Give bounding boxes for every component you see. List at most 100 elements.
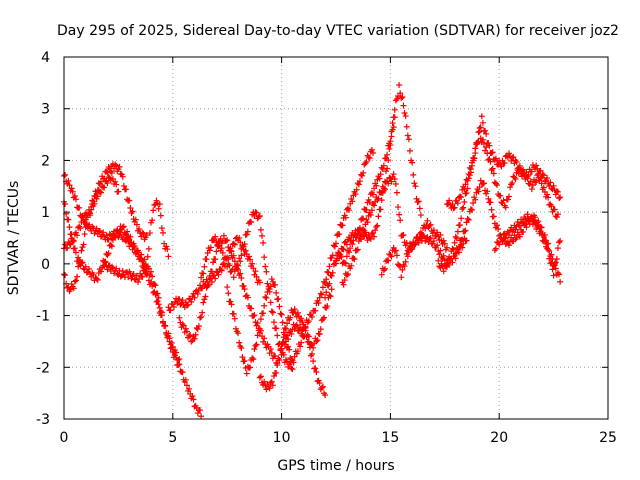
data-point: [390, 114, 397, 121]
series-track-h: [198, 209, 296, 373]
data-point: [458, 215, 465, 222]
data-point: [548, 203, 555, 210]
data-point: [544, 175, 551, 182]
data-point: [541, 231, 548, 238]
data-point: [127, 233, 134, 240]
data-point: [186, 295, 193, 302]
data-point: [198, 314, 205, 321]
data-point: [268, 308, 275, 315]
data-point: [462, 227, 469, 234]
data-point: [237, 258, 244, 265]
data-point: [75, 263, 82, 270]
data-point: [554, 211, 561, 218]
x-tick-labels: 0 5 10 15 20 25: [60, 430, 617, 446]
data-point: [140, 230, 147, 237]
data-point: [441, 240, 448, 247]
data-point: [545, 194, 552, 201]
data-point: [393, 252, 400, 259]
data-point: [130, 270, 137, 277]
data-point: [62, 171, 69, 178]
data-point: [384, 151, 391, 158]
data-point: [179, 297, 186, 304]
data-point: [120, 182, 127, 189]
data-point: [290, 359, 297, 366]
data-point: [461, 199, 468, 206]
data-point: [447, 255, 454, 262]
data-point: [244, 228, 251, 235]
data-point: [505, 242, 512, 249]
data-point: [489, 165, 496, 172]
data-point: [278, 345, 285, 352]
data-point: [373, 182, 380, 189]
data-point: [452, 250, 459, 257]
data-point: [554, 245, 561, 252]
data-point: [94, 193, 101, 200]
data-point: [206, 247, 213, 254]
data-point: [309, 350, 316, 357]
data-point: [180, 322, 187, 329]
data-point: [280, 351, 287, 358]
data-point: [366, 155, 373, 162]
data-point: [150, 207, 157, 214]
data-point: [254, 332, 261, 339]
data-point: [64, 284, 71, 291]
data-point: [318, 384, 325, 391]
data-point: [165, 253, 172, 260]
data-point: [275, 295, 282, 302]
data-point: [253, 273, 260, 280]
data-point: [291, 326, 298, 333]
data-point: [427, 221, 434, 228]
data-point: [336, 231, 343, 238]
data-point: [472, 150, 479, 157]
series-track-l: [322, 114, 398, 301]
data-point: [104, 266, 111, 273]
data-point: [430, 238, 437, 245]
data-point: [82, 263, 89, 270]
data-point: [424, 217, 431, 224]
data-point: [277, 310, 284, 317]
data-point: [65, 216, 72, 223]
data-point: [237, 270, 244, 277]
data-point: [285, 336, 292, 343]
data-point: [324, 268, 331, 275]
data-point: [541, 237, 548, 244]
data-point: [71, 193, 78, 200]
x-axis-title: GPS time / hours: [277, 458, 394, 474]
y-tick-label: -3: [36, 412, 50, 428]
data-point: [344, 271, 351, 278]
data-point: [264, 280, 271, 287]
data-point: [480, 140, 487, 147]
data-point: [163, 243, 170, 250]
data-point: [112, 232, 119, 239]
data-point: [267, 299, 274, 306]
data-point: [406, 147, 413, 154]
data-point: [139, 273, 146, 280]
data-point: [71, 245, 78, 252]
data-point: [227, 298, 234, 305]
data-point: [176, 361, 183, 368]
data-point: [388, 133, 395, 140]
data-point: [206, 272, 213, 279]
data-point: [175, 356, 182, 363]
data-point: [380, 162, 387, 169]
data-point: [176, 314, 183, 321]
data-point: [228, 301, 235, 308]
data-point: [417, 212, 424, 219]
plot-frame: [63, 56, 609, 420]
data-point: [242, 247, 249, 254]
data-point: [273, 289, 280, 296]
data-point: [404, 132, 411, 139]
data-point: [446, 197, 453, 204]
data-point: [69, 237, 76, 244]
data-point: [524, 173, 531, 180]
data-point: [198, 413, 205, 420]
data-point: [219, 249, 226, 256]
data-point: [469, 207, 475, 214]
data-point: [108, 243, 115, 250]
data-point: [528, 186, 535, 193]
data-point: [391, 175, 398, 182]
data-point: [527, 214, 534, 221]
data-point: [309, 313, 316, 320]
data-point: [83, 214, 90, 221]
data-point: [267, 346, 274, 353]
